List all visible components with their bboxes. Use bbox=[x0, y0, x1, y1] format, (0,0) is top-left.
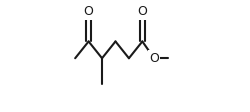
Text: O: O bbox=[84, 5, 94, 18]
Text: O: O bbox=[149, 52, 159, 65]
Text: O: O bbox=[138, 5, 147, 18]
